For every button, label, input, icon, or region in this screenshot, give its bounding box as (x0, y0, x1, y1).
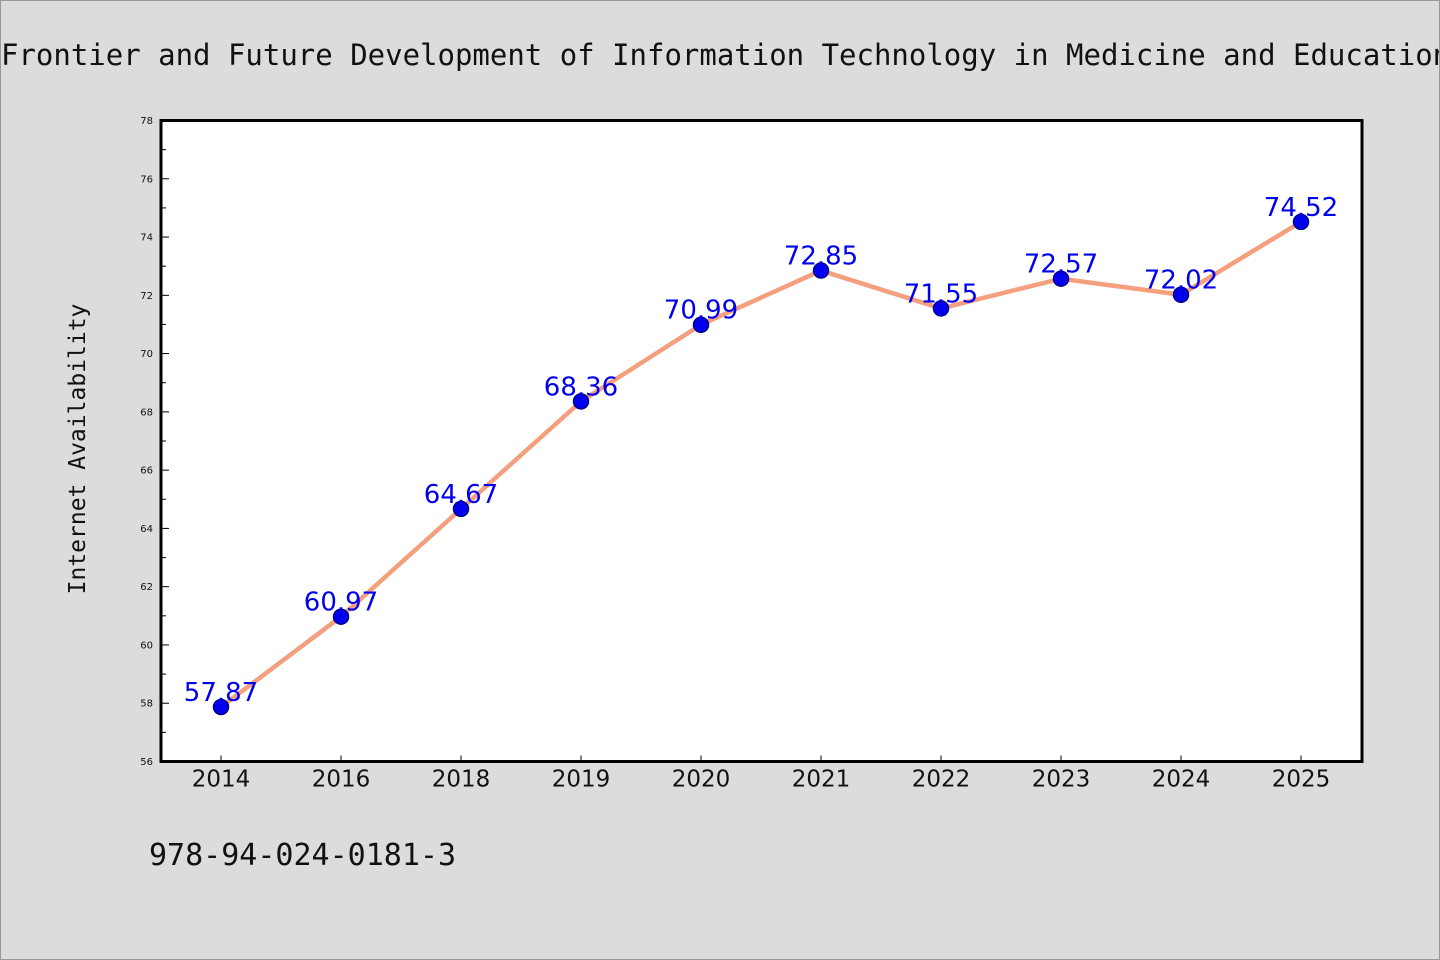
y-tick-label: 58 (140, 699, 153, 710)
x-tick-label: 2021 (792, 767, 851, 793)
x-tick-label: 2022 (912, 767, 971, 793)
data-label: 74.52 (1264, 193, 1338, 223)
data-label: 57.87 (184, 678, 258, 708)
y-tick-label: 64 (140, 524, 153, 535)
y-tick-label: 56 (140, 757, 153, 768)
data-label: 70.99 (664, 296, 738, 326)
y-tick-label: 72 (140, 291, 153, 302)
data-point (812, 262, 830, 279)
x-tick-label: 2024 (1152, 767, 1211, 793)
y-tick-label: 68 (140, 407, 153, 418)
series-line (218, 219, 1304, 710)
data-point (212, 698, 230, 716)
data-labels: 57.87 60.97 64.67 68.36 70.99 72.85 71.55 72.57… (184, 193, 1338, 708)
y-tick-label: 78 (140, 116, 153, 127)
data-label: 72.57 (1024, 250, 1098, 280)
data-point (1292, 213, 1310, 231)
y-tick-label: 70 (140, 349, 153, 360)
data-point (692, 316, 710, 333)
data-point (332, 608, 350, 625)
data-label: 64.67 (424, 480, 498, 510)
isbn-text: 978-94-024-0181-3 (149, 838, 456, 873)
x-tick-label: 2025 (1272, 767, 1331, 793)
y-axis-label: Internet Availability (65, 304, 91, 595)
data-point (572, 393, 590, 410)
data-label: 72.02 (1144, 266, 1218, 296)
data-point (1172, 286, 1190, 303)
data-points (212, 213, 1310, 716)
x-axis: 2014 2016 2018 2019 2020 2021 2022 2023 2024 2025 (192, 755, 1331, 793)
y-tick-label: 60 (140, 640, 153, 651)
x-tick-label: 2014 (192, 767, 251, 793)
x-tick-label: 2019 (552, 767, 611, 793)
data-point (452, 500, 470, 518)
x-tick-label: 2020 (672, 767, 731, 793)
x-tick-label: 2018 (432, 767, 491, 793)
x-tick-label: 2016 (312, 767, 371, 793)
data-point (1052, 270, 1070, 287)
series-line-group (218, 219, 1304, 710)
data-label: 72.85 (784, 242, 858, 272)
data-point (932, 300, 950, 317)
y-tick-label: 66 (140, 466, 153, 477)
x-tick-label: 2023 (1032, 767, 1091, 793)
data-label: 68.36 (544, 372, 618, 402)
y-tick-label: 74 (140, 233, 153, 244)
y-axis: 56 58 60 62 64 66 68 70 72 74 76 78 (140, 116, 169, 768)
y-tick-label: 62 (140, 582, 153, 593)
plot-area (159, 119, 1364, 763)
y-tick-label: 76 (140, 174, 153, 185)
data-label: 71.55 (904, 279, 978, 309)
chart-title: Frontier and Future Development of Infor… (1, 38, 1439, 72)
data-label: 60.97 (304, 588, 378, 618)
